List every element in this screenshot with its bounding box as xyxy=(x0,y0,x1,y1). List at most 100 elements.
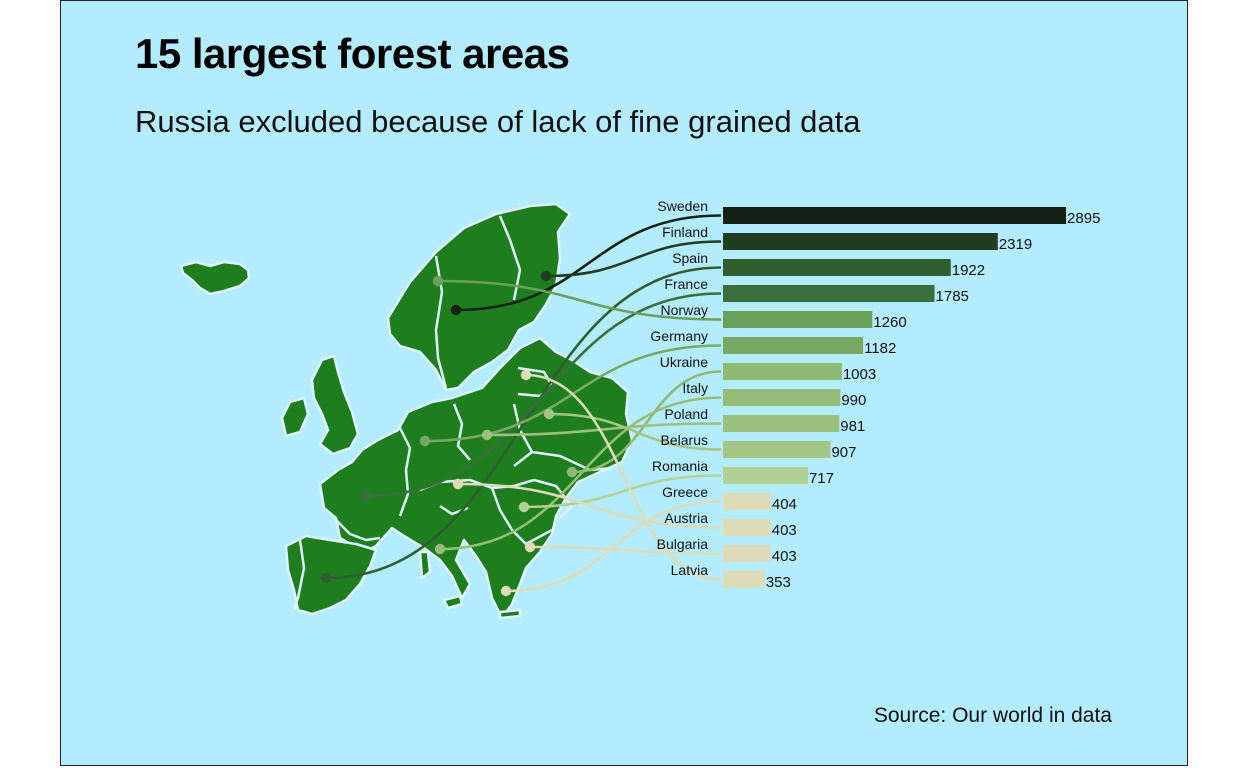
bar-romania xyxy=(723,467,808,484)
country-point-italy xyxy=(434,543,446,555)
value-label-sweden: 2895 xyxy=(1067,210,1100,227)
ireland-shape xyxy=(280,396,310,438)
bar-belarus xyxy=(723,441,831,458)
sicily-shape xyxy=(442,594,464,610)
bar-italy xyxy=(723,389,841,406)
chart-background xyxy=(61,1,1187,765)
category-label-austria: Austria xyxy=(664,510,708,526)
category-label-italy: Italy xyxy=(682,380,708,396)
category-label-latvia: Latvia xyxy=(671,562,709,578)
spain-france-border xyxy=(335,519,381,542)
value-label-belarus: 907 xyxy=(831,444,856,461)
country-point-romania xyxy=(518,501,530,513)
romania-border xyxy=(533,478,574,519)
ukraine-border xyxy=(531,450,613,472)
connector-romania xyxy=(523,474,722,509)
bar-sweden xyxy=(723,207,1067,224)
value-label-germany: 1182 xyxy=(864,340,896,357)
category-label-layer: Sweden Finland Spain France Norway Germany Ukr… xyxy=(650,198,708,578)
value-label-romania: 717 xyxy=(809,470,834,487)
spain-portugal-border xyxy=(292,539,306,611)
bar-austria xyxy=(723,519,771,536)
value-label-norway: 1260 xyxy=(873,314,906,331)
country-point-finland xyxy=(540,270,552,282)
crete-shape xyxy=(498,608,522,620)
bar-greece xyxy=(723,493,771,510)
bar-latvia xyxy=(723,571,765,588)
value-label-bulgaria: 403 xyxy=(772,548,797,565)
country-point-greece xyxy=(500,585,512,597)
category-label-greece: Greece xyxy=(662,484,708,500)
category-label-germany: Germany xyxy=(650,328,708,344)
connector-layer xyxy=(320,214,722,597)
connector-finland xyxy=(545,240,722,278)
bar-france xyxy=(723,285,935,302)
value-label-latvia: 353 xyxy=(766,574,791,591)
chart-frame xyxy=(60,0,1188,766)
country-point-germany xyxy=(419,435,431,447)
balkan-border xyxy=(490,487,553,546)
connector-austria xyxy=(457,482,722,529)
bar-layer xyxy=(723,207,1067,588)
connector-france xyxy=(365,292,722,498)
connector-belarus xyxy=(548,412,722,451)
category-label-sweden: Sweden xyxy=(657,198,708,214)
value-label-france: 1785 xyxy=(936,288,969,305)
germany-poland-border xyxy=(452,403,471,461)
country-point-poland xyxy=(481,429,493,441)
sardinia-shape xyxy=(418,550,432,580)
category-label-ukraine: Ukraine xyxy=(660,354,708,370)
value-label-italy: 990 xyxy=(841,392,866,409)
connector-italy xyxy=(439,396,722,551)
connector-greece xyxy=(505,500,722,593)
chart-caption: Source: Our world in data xyxy=(873,704,1112,727)
value-label-spain: 1922 xyxy=(952,262,985,279)
france-germany-border xyxy=(398,427,412,517)
category-label-finland: Finland xyxy=(662,224,708,240)
category-label-bulgaria: Bulgaria xyxy=(657,536,709,552)
connector-bulgaria xyxy=(529,545,722,555)
category-label-spain: Spain xyxy=(672,250,708,266)
category-label-romania: Romania xyxy=(652,458,708,474)
bar-norway xyxy=(723,311,873,328)
connector-norway xyxy=(437,279,722,321)
value-label-austria: 403 xyxy=(772,522,797,539)
value-label-layer: 2895 2319 1922 1785 1260 1182 1003 990 981 907 717… xyxy=(766,210,1101,591)
connector-latvia xyxy=(525,373,722,581)
value-label-ukraine: 1003 xyxy=(843,366,876,383)
iceland-shape xyxy=(179,260,251,296)
country-borders xyxy=(292,215,613,611)
category-label-france: France xyxy=(664,276,708,292)
connector-ukraine xyxy=(571,370,722,474)
connector-poland xyxy=(486,422,722,437)
europe-map xyxy=(179,202,634,620)
bar-spain xyxy=(723,259,951,276)
country-point-spain xyxy=(320,572,332,584)
chart-subtitle: Russia excluded because of lack of fine … xyxy=(135,104,861,139)
country-point-belarus xyxy=(543,408,555,420)
country-point-norway xyxy=(432,275,444,287)
value-label-finland: 2319 xyxy=(999,236,1032,253)
country-point-latvia xyxy=(520,369,532,381)
country-point-france xyxy=(360,490,372,502)
uk-shape xyxy=(310,354,360,456)
country-point-sweden xyxy=(450,304,462,316)
bar-finland xyxy=(723,233,998,250)
bar-germany xyxy=(723,337,864,354)
iberia-shape xyxy=(284,534,378,616)
category-label-belarus: Belarus xyxy=(661,432,708,448)
value-label-poland: 981 xyxy=(840,418,865,435)
mainland-europe-shape xyxy=(318,336,634,620)
category-label-norway: Norway xyxy=(661,302,708,318)
country-point-austria xyxy=(452,478,464,490)
category-label-poland: Poland xyxy=(664,406,708,422)
connector-germany xyxy=(424,344,722,443)
chart-title: 15 largest forest areas xyxy=(135,30,570,77)
country-point-ukraine xyxy=(566,466,578,478)
country-point-bulgaria xyxy=(524,541,536,553)
bar-bulgaria xyxy=(723,545,771,562)
poland-east-border xyxy=(512,403,534,467)
scandinavia-shape xyxy=(386,202,572,392)
connector-sweden xyxy=(455,214,722,312)
